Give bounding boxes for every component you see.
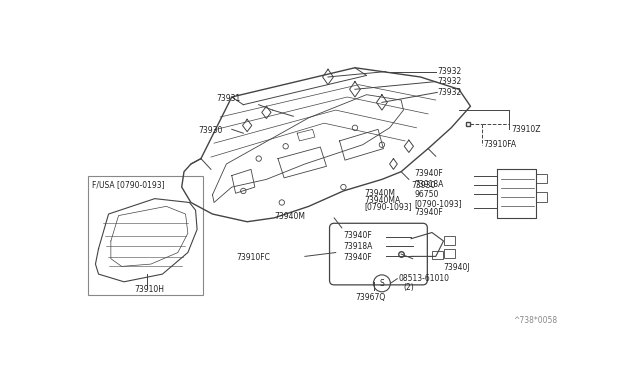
Text: 73910Z: 73910Z bbox=[511, 125, 541, 134]
Text: 73918A: 73918A bbox=[344, 242, 372, 251]
Text: [0790-1093]: [0790-1093] bbox=[364, 203, 412, 212]
Text: 73932: 73932 bbox=[437, 67, 461, 76]
Text: ^738*0058: ^738*0058 bbox=[513, 316, 557, 325]
Text: 73910H: 73910H bbox=[134, 285, 164, 294]
Text: 73930: 73930 bbox=[198, 126, 223, 135]
Text: [0790-1093]: [0790-1093] bbox=[414, 199, 462, 208]
Bar bbox=[536, 192, 547, 202]
Text: 73940F: 73940F bbox=[414, 208, 443, 217]
Text: 96750: 96750 bbox=[414, 189, 438, 199]
Text: 73930: 73930 bbox=[411, 181, 436, 190]
Text: 73940F: 73940F bbox=[414, 170, 443, 179]
Text: 73932: 73932 bbox=[437, 88, 461, 97]
Text: 73910FA: 73910FA bbox=[484, 140, 516, 149]
Text: F/USA [0790-0193]: F/USA [0790-0193] bbox=[92, 180, 165, 189]
Text: 73940M: 73940M bbox=[274, 212, 305, 221]
Bar bbox=[88, 176, 204, 295]
Bar bbox=[444, 235, 455, 245]
Text: 73932: 73932 bbox=[437, 77, 461, 86]
Bar bbox=[444, 249, 455, 258]
Text: 73931: 73931 bbox=[216, 94, 241, 103]
Text: 73940F: 73940F bbox=[344, 253, 372, 262]
Bar bbox=[536, 174, 547, 183]
Text: 73940M: 73940M bbox=[364, 189, 395, 198]
Text: 73940MA: 73940MA bbox=[364, 196, 401, 205]
Text: S: S bbox=[380, 279, 384, 288]
Text: 73910FC: 73910FC bbox=[236, 253, 270, 262]
Text: 73918A: 73918A bbox=[414, 180, 444, 189]
Text: 08513-61010: 08513-61010 bbox=[399, 274, 450, 283]
Text: 73940J: 73940J bbox=[444, 263, 470, 272]
Bar bbox=[432, 251, 443, 259]
Text: 73967Q: 73967Q bbox=[355, 293, 385, 302]
Text: 73940F: 73940F bbox=[344, 231, 372, 240]
Text: (2): (2) bbox=[403, 283, 414, 292]
